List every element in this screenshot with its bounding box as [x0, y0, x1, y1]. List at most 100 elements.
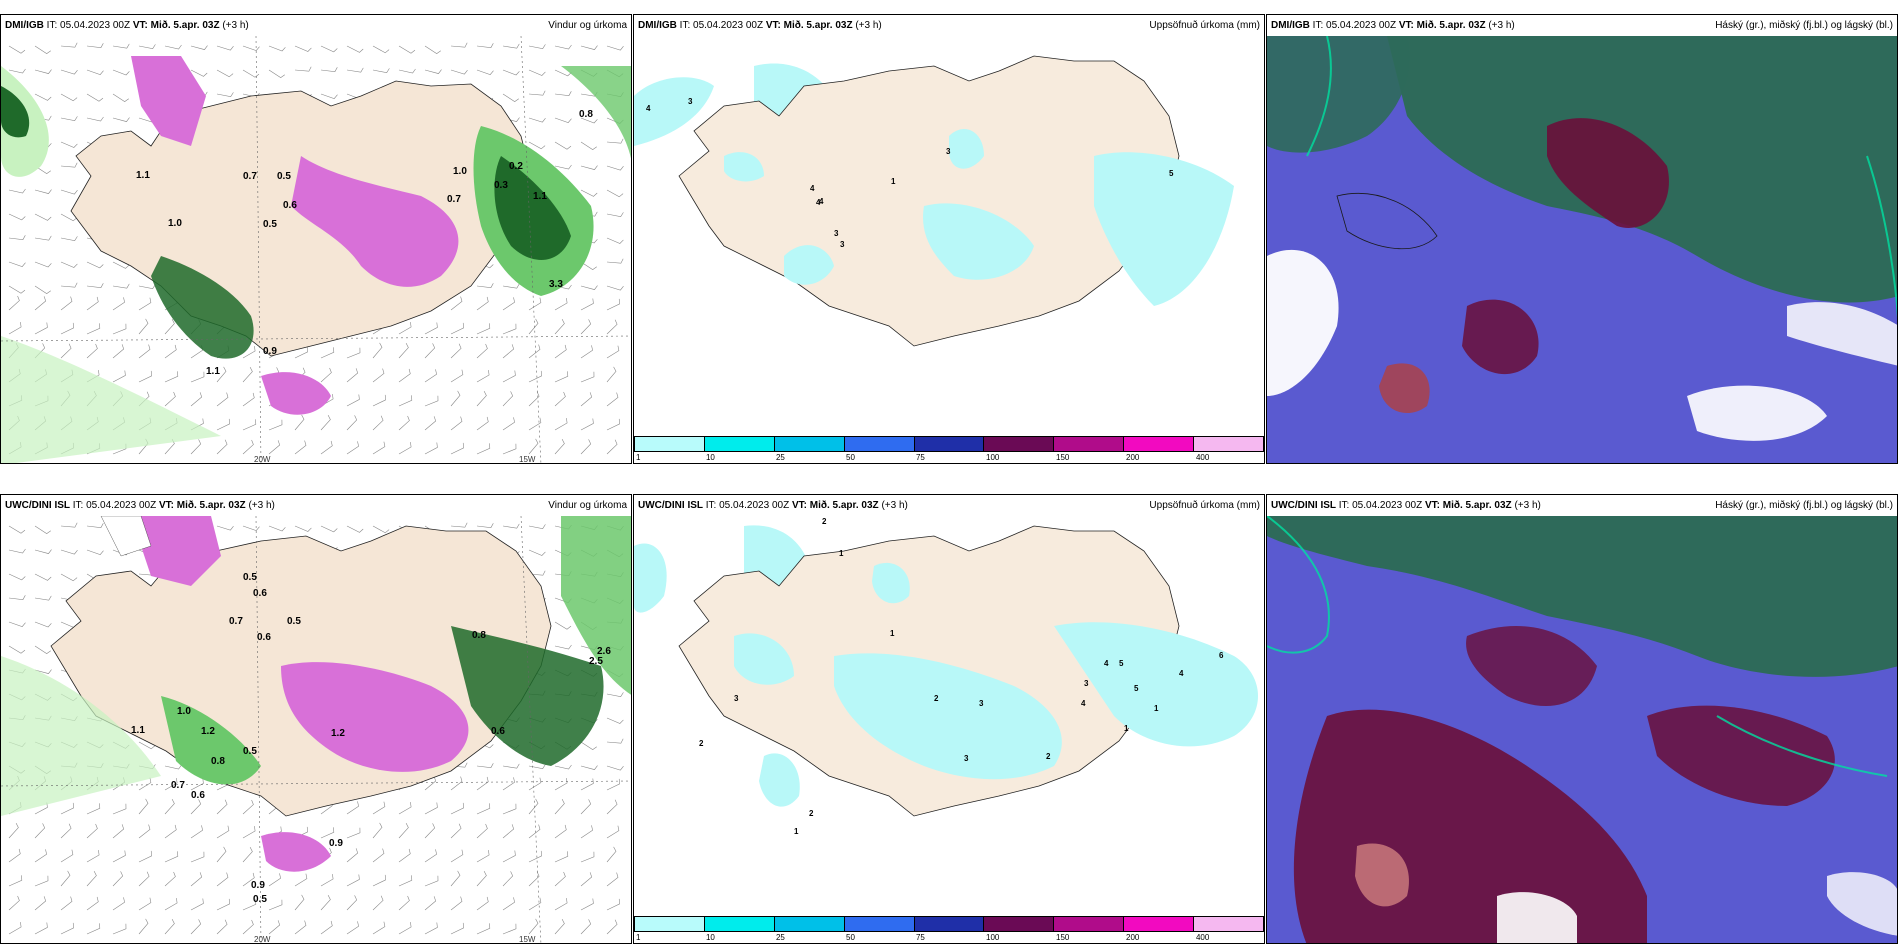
map-value-label: 0.6 [283, 200, 297, 211]
wind-barb [294, 414, 305, 431]
wind-barb [502, 850, 516, 863]
wind-barb [320, 67, 338, 73]
wind-barb [86, 923, 101, 935]
wind-barb [528, 764, 546, 770]
wind-barb [112, 824, 125, 839]
wind-barb [164, 898, 178, 911]
wind-barb [8, 68, 26, 74]
map-value-label: 0.6 [253, 588, 267, 599]
wind-barb [424, 69, 442, 74]
wind-barb [242, 392, 255, 407]
wind-barb [8, 285, 26, 294]
wind-barb [60, 922, 74, 935]
wind-barb [398, 822, 409, 839]
wind-barb [346, 801, 359, 815]
init-time: IT: 05.04.2023 00Z [1312, 20, 1397, 31]
wind-barb [398, 875, 413, 887]
colorbar-tick: 25 [775, 933, 785, 942]
wind-barb [528, 549, 546, 556]
wind-barb [528, 824, 541, 839]
wind-barb [86, 261, 104, 269]
wind-barb [554, 621, 572, 630]
wind-barb [606, 165, 624, 171]
panel-header: DMI/IGB IT: 05.04.2023 00Z VT: Mið. 5.ap… [634, 15, 1264, 36]
wind-barb [164, 918, 175, 935]
wind-barb [216, 799, 228, 815]
valid-time: Mið. 5.apr. 03Z [783, 20, 853, 31]
wind-barb [242, 366, 253, 383]
wind-barb [346, 368, 359, 383]
wind-barb [424, 395, 439, 407]
map-value-label: 5 [1169, 169, 1174, 178]
wind-barb [86, 296, 99, 311]
wind-barb [476, 850, 490, 863]
map-value-label: 1 [891, 177, 896, 186]
map-value-label: 3 [1084, 679, 1089, 688]
colorbar-ticks: 1 10 25 50 75 100 150 200 400 [634, 453, 1264, 463]
lead-time: (+3 h) [1488, 20, 1515, 31]
wind-barb [86, 850, 100, 863]
wind-barb [112, 43, 130, 49]
wind-barb [190, 371, 205, 383]
wind-barb [398, 45, 416, 54]
wind-barb [372, 822, 383, 839]
wind-barb [138, 824, 151, 839]
wind-barb [606, 138, 624, 144]
wind-barb [528, 417, 542, 431]
wind-barb [580, 165, 598, 170]
map-value-label: 5 [1119, 659, 1124, 668]
valid-time-label: VT: [1398, 20, 1414, 31]
wind-barb [476, 896, 489, 911]
wind-barb [502, 523, 520, 529]
wind-barb [606, 692, 624, 698]
wind-barb [606, 298, 620, 311]
wind-barb [554, 141, 572, 150]
map-value-label: 1.1 [206, 366, 220, 377]
wind-barb [502, 283, 520, 289]
wind-barb [476, 763, 494, 769]
wind-barb [554, 298, 568, 311]
valid-time-label: VT: [158, 500, 174, 511]
wind-barb [476, 870, 487, 887]
valid-time: Mið. 5.apr. 03Z [150, 20, 220, 31]
colorbar-tick: 400 [1195, 933, 1210, 942]
wind-barb [528, 871, 540, 887]
panel-clouds-uwc: UWC/DINI ISL IT: 05.04.2023 00Z VT: Mið.… [1266, 494, 1898, 944]
wind-barb [502, 897, 515, 911]
model-name: DMI/IGB [1271, 20, 1310, 31]
wind-barb [580, 825, 593, 839]
init-time: IT: 05.04.2023 00Z [46, 20, 131, 31]
wind-barb [86, 323, 101, 335]
wind-barb [320, 894, 331, 911]
wind-barb [34, 296, 47, 311]
colorbar-swatches [634, 436, 1264, 452]
wind-barb [320, 827, 335, 839]
wind-barb [606, 237, 624, 244]
wind-barb [34, 645, 51, 654]
wind-barb [8, 645, 26, 654]
colorbar-swatch [774, 437, 845, 451]
wind-barb [528, 798, 539, 815]
wind-barb [138, 798, 149, 815]
wind-barb [606, 45, 624, 51]
panel-header: UWC/DINI ISL IT: 05.04.2023 00Z VT: Mið.… [1267, 495, 1897, 516]
wind-barb [86, 116, 104, 122]
colorbar-tick: 50 [846, 933, 855, 942]
wind-barb [164, 318, 175, 335]
map-value-label: 0.6 [257, 632, 271, 643]
wind-barb [502, 824, 515, 839]
wind-barb [34, 45, 51, 54]
map-value-label: 1 [1124, 724, 1129, 733]
wind-barb [242, 799, 254, 815]
wind-barb [450, 776, 463, 791]
wind-barb [606, 258, 624, 264]
colorbar-swatch [704, 917, 775, 931]
wind-barb [8, 595, 26, 601]
wind-barb [60, 823, 72, 839]
wind-barb [86, 93, 104, 102]
map-value-label: 0.7 [229, 616, 243, 627]
wind-barb [372, 394, 386, 407]
wind-barb [554, 344, 567, 359]
wind-barb [164, 344, 177, 359]
clouds-map [1267, 516, 1897, 943]
